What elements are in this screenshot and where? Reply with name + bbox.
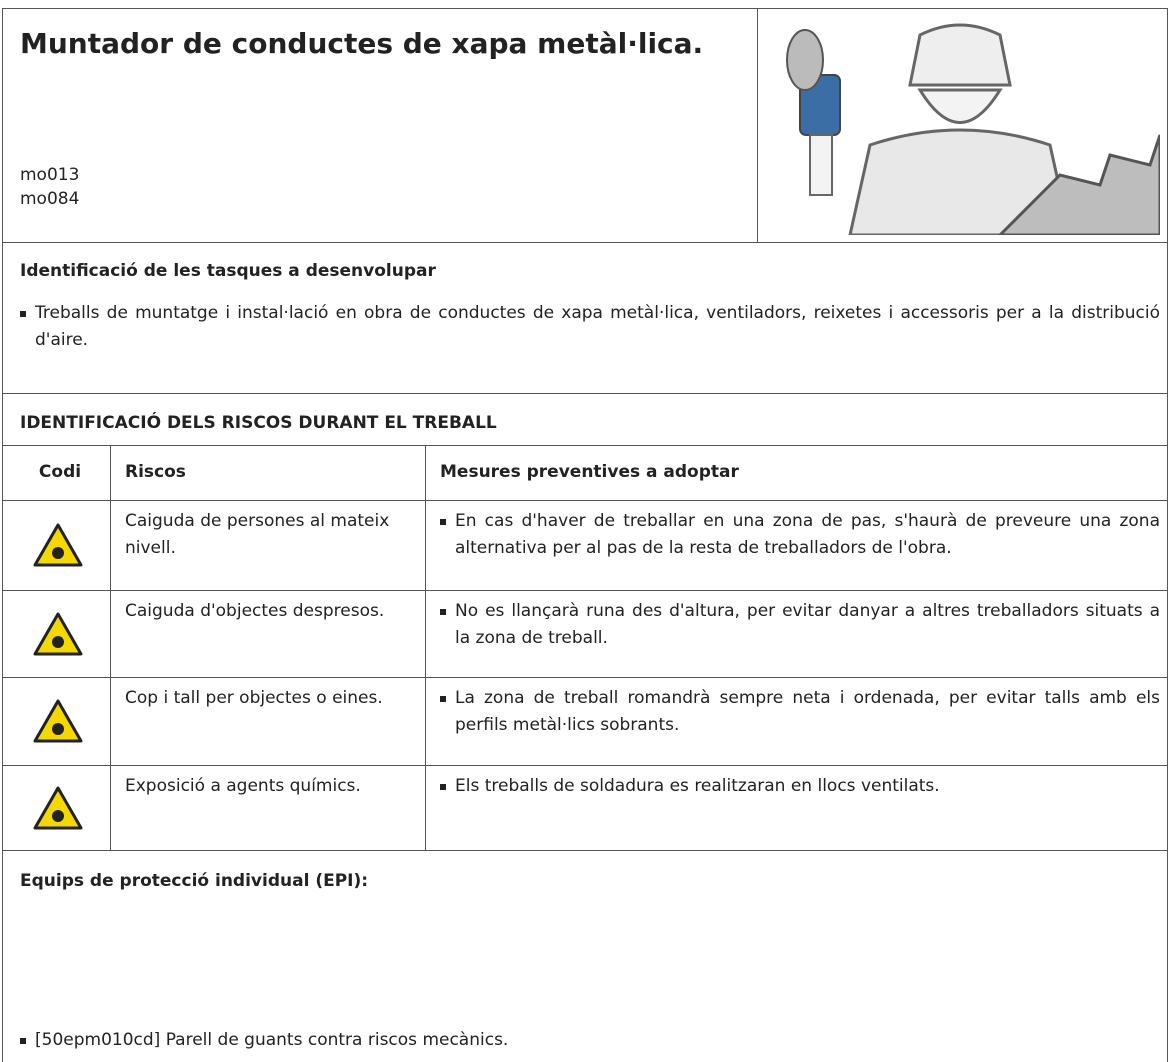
code: mo084 <box>20 189 80 209</box>
border <box>2 445 1168 446</box>
border <box>2 500 1168 501</box>
hazard-icon <box>33 699 83 743</box>
section-heading: Equips de protecció individual (EPI): <box>20 871 369 891</box>
measure-text: No es llançarà runa des d'altura, per ev… <box>455 601 1160 648</box>
measure-text: Els treballs de soldadura es realitzaran… <box>455 776 940 796</box>
worker-illustration <box>786 23 1160 235</box>
border <box>2 8 1168 9</box>
border <box>757 8 758 242</box>
risk-text: Caiguda de persones al mateix nivell. <box>125 511 390 558</box>
border <box>2 677 1168 678</box>
border <box>1167 8 1168 1062</box>
task-item: Treballs de muntatge i instal·lació en o… <box>20 300 1160 354</box>
section-heading: Identificació de les tasques a desenvolu… <box>20 261 436 281</box>
border <box>2 8 3 1062</box>
border <box>110 445 111 850</box>
hazard-icon <box>33 786 83 829</box>
measure-item: Els treballs de soldadura es realitzaran… <box>440 773 1160 800</box>
border <box>2 590 1168 591</box>
epi-text: [50epm010cd] Parell de guants contra ris… <box>35 1030 509 1050</box>
hazard-icon <box>33 523 83 567</box>
risk-text: Caiguda d'objectes despresos. <box>125 601 385 621</box>
column-header: Mesures preventives a adoptar <box>440 462 739 482</box>
border <box>2 242 1168 243</box>
border <box>2 393 1168 394</box>
border <box>425 445 426 850</box>
title: Muntador de conductes de xapa metàl·lica… <box>20 27 704 60</box>
border <box>2 850 1168 851</box>
column-header: Riscos <box>125 462 186 482</box>
measure-item: No es llançarà runa des d'altura, per ev… <box>440 598 1160 652</box>
risk-text: Cop i tall per objectes o eines. <box>125 688 383 708</box>
measure-text: La zona de treball romandrà sempre neta … <box>455 688 1160 735</box>
epi-item: [50epm010cd] Parell de guants contra ris… <box>20 1027 1160 1054</box>
hazard-icon <box>33 612 83 655</box>
risk-text: Exposició a agents químics. <box>125 776 361 796</box>
measure-text: En cas d'haver de treballar en una zona … <box>455 511 1160 558</box>
column-header: Codi <box>38 462 82 482</box>
code: mo013 <box>20 165 80 185</box>
section-heading: IDENTIFICACIÓ DELS RISCOS DURANT EL TREB… <box>20 413 497 433</box>
task-text: Treballs de muntatge i instal·lació en o… <box>35 303 1160 350</box>
border <box>2 765 1168 766</box>
measure-item: La zona de treball romandrà sempre neta … <box>440 685 1160 739</box>
measure-item: En cas d'haver de treballar en una zona … <box>440 508 1160 562</box>
